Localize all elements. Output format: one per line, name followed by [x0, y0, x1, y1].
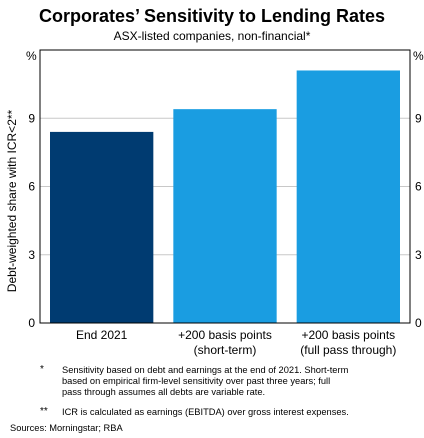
y-unit-left: %: [26, 49, 37, 63]
y-tick-label-left: 9: [28, 111, 35, 125]
footnote-text: pass through assumes all debts are varia…: [62, 387, 266, 397]
category-labels: End 2021 +200 basis points(short-term)+20…: [76, 328, 396, 357]
bar-1: [50, 131, 154, 323]
plot-border: [39, 49, 411, 324]
footnote-text: ICR is calculated as earnings (EBITDA) o…: [62, 407, 349, 417]
chart-subtitle: ASX-listed companies, non-financial*: [113, 29, 311, 43]
footnote-text: based on empirical firm-level sensitivit…: [62, 376, 331, 386]
x-category-label: (full pass through): [300, 343, 396, 357]
y-tick-label-right: 6: [415, 180, 422, 194]
footnote-text: Sensitivity based on debt and earnings a…: [62, 365, 349, 375]
y-tick-label-right: 9: [415, 111, 422, 125]
tick-labels: 0 0 3 3 6 6 9 9: [28, 111, 422, 330]
chart-title: Corporates’ Sensitivity to Lending Rates: [38, 6, 386, 26]
y-tick-label-right: 0: [415, 316, 422, 330]
y-tick-label-left: 3: [28, 248, 35, 262]
bar-2: [173, 109, 277, 324]
footnote-marker: **: [40, 406, 48, 417]
x-category-label: +200 basis points: [301, 328, 395, 342]
x-category-label: End 2021: [76, 328, 128, 342]
plot-frame: [39, 49, 411, 324]
bars: [50, 70, 400, 324]
y-tick-label-right: 3: [415, 248, 422, 262]
bar-3: [296, 70, 400, 323]
x-category-label: (short-term): [194, 343, 257, 357]
y-tick-label-left: 6: [28, 180, 35, 194]
footnote-marker: *: [40, 364, 44, 375]
y-tick-label-left: 0: [28, 316, 35, 330]
y-axis-label: Debt-weighted share with ICR<2**: [5, 109, 19, 292]
x-category-label: +200 basis points: [178, 328, 272, 342]
sources-note: Sources: Morningstar; RBA: [10, 423, 123, 433]
y-unit-right: %: [413, 49, 424, 63]
